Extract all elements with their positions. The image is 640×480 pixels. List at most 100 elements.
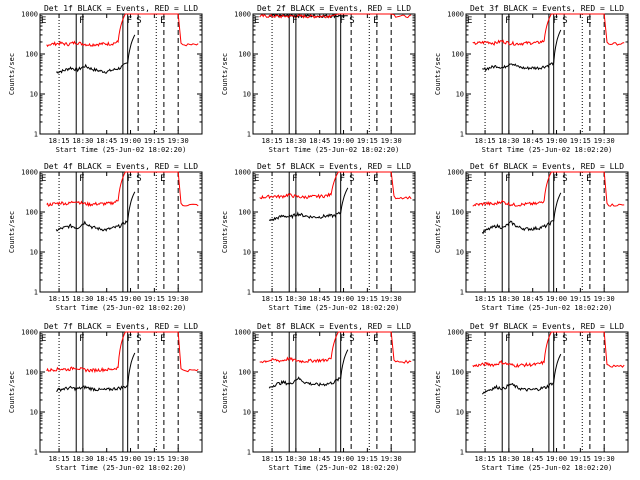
marker-s: S xyxy=(136,174,141,184)
series-line-events xyxy=(55,34,136,74)
marker-s: S xyxy=(562,174,567,184)
y-tick-label: 100 xyxy=(25,209,38,217)
marker-e: E xyxy=(160,16,165,26)
marker-f: F xyxy=(127,334,132,344)
detector-panel-7: Det 7f BLACK = Events, RED = LLD 1 10 100 10… xyxy=(8,322,203,472)
detector-panel-8: Det 8f BLACK = Events, RED = LLD 1 10 100 10… xyxy=(221,322,416,472)
x-tick-label: 19:15 xyxy=(570,137,591,145)
x-axis-label: Start Time (25-Jun-02 18:02:20) xyxy=(269,464,400,472)
x-tick-label: 19:15 xyxy=(570,295,591,303)
x-tick-label: 18:15 xyxy=(475,295,496,303)
marker-s: S xyxy=(136,16,141,26)
x-tick-label: 19:30 xyxy=(594,455,615,463)
y-tick-label: 1 xyxy=(247,131,251,139)
y-tick-label: 1000 xyxy=(234,169,251,177)
marker-f: F xyxy=(553,16,558,26)
x-tick-label: 19:15 xyxy=(357,455,378,463)
x-tick-label: 19:00 xyxy=(120,455,141,463)
detector-panel-5: Det 5f BLACK = Events, RED = LLD 1 10 100 10… xyxy=(221,162,416,312)
marker-f: F xyxy=(553,334,558,344)
series-line-events xyxy=(268,349,349,389)
x-tick-label: 18:45 xyxy=(309,455,330,463)
y-tick-label: 100 xyxy=(451,51,464,59)
x-tick-label: 18:15 xyxy=(262,455,283,463)
marker-f: F xyxy=(292,174,297,184)
plot-frame xyxy=(252,331,416,453)
y-tick-label: 1 xyxy=(460,449,464,457)
x-tick-label: 19:15 xyxy=(144,295,165,303)
x-tick-label: 19:30 xyxy=(381,137,402,145)
marker-s: S xyxy=(562,334,567,344)
marker-e: E xyxy=(254,334,259,344)
x-tick-label: 18:15 xyxy=(262,137,283,145)
y-tick-label: 10 xyxy=(30,249,38,257)
marker-s: S xyxy=(349,174,354,184)
marker-f: F xyxy=(553,174,558,184)
marker-f: F xyxy=(340,174,345,184)
series-line-lld xyxy=(46,171,199,208)
plot-frame xyxy=(465,171,629,293)
marker-f: F xyxy=(79,16,84,26)
panel-title: Det 1f BLACK = Events, RED = LLD xyxy=(44,4,198,13)
marker-e: E xyxy=(467,16,472,26)
marker-f: F xyxy=(340,16,345,26)
x-tick-label: 18:45 xyxy=(96,295,117,303)
marker-e: E xyxy=(467,334,472,344)
y-tick-label: 1 xyxy=(247,289,251,297)
marker-e: E xyxy=(41,174,46,184)
y-axis-label: Counts/sec xyxy=(221,53,229,95)
x-axis-label: Start Time (25-Jun-02 18:02:20) xyxy=(482,464,613,472)
detector-panel-4: Det 4f BLACK = Events, RED = LLD 1 10 100 10… xyxy=(8,162,203,312)
y-tick-label: 1 xyxy=(34,289,38,297)
x-tick-label: 19:30 xyxy=(168,455,189,463)
y-tick-label: 1000 xyxy=(21,329,38,337)
x-tick-label: 19:00 xyxy=(120,137,141,145)
marker-f: F xyxy=(505,334,510,344)
y-tick-label: 10 xyxy=(243,249,251,257)
y-tick-label: 1 xyxy=(34,131,38,139)
x-tick-label: 18:15 xyxy=(49,295,70,303)
x-tick-label: 18:30 xyxy=(72,137,93,145)
y-tick-label: 100 xyxy=(238,209,251,217)
panel-title: Det 6f BLACK = Events, RED = LLD xyxy=(470,162,624,171)
y-tick-label: 100 xyxy=(25,51,38,59)
x-tick-label: 18:30 xyxy=(498,137,519,145)
marker-e: E xyxy=(41,16,46,26)
x-tick-label: 18:15 xyxy=(49,455,70,463)
x-tick-label: 19:30 xyxy=(168,137,189,145)
marker-f: F xyxy=(505,16,510,26)
y-axis-label: Counts/sec xyxy=(434,53,442,95)
y-tick-label: 1 xyxy=(247,449,251,457)
x-tick-label: 19:30 xyxy=(381,455,402,463)
series-line-lld xyxy=(259,171,412,200)
series-line-lld xyxy=(46,13,199,48)
x-tick-label: 18:15 xyxy=(475,137,496,145)
y-tick-label: 100 xyxy=(451,369,464,377)
marker-f: F xyxy=(79,174,84,184)
series-line-lld xyxy=(259,13,412,19)
marker-f: F xyxy=(127,16,132,26)
y-tick-label: 1 xyxy=(460,289,464,297)
y-tick-label: 100 xyxy=(451,209,464,217)
y-tick-label: 1 xyxy=(34,449,38,457)
x-tick-label: 18:30 xyxy=(72,295,93,303)
panel-title: Det 3f BLACK = Events, RED = LLD xyxy=(470,4,624,13)
y-axis-label: Counts/sec xyxy=(8,211,16,253)
x-tick-label: 18:45 xyxy=(96,137,117,145)
x-tick-label: 19:00 xyxy=(120,295,141,303)
panel-title: Det 2f BLACK = Events, RED = LLD xyxy=(257,4,411,13)
y-tick-label: 1000 xyxy=(447,169,464,177)
marker-f: F xyxy=(292,16,297,26)
plot-frame xyxy=(252,171,416,293)
series-line-lld xyxy=(259,331,412,364)
x-axis-label: Start Time (25-Jun-02 18:02:20) xyxy=(269,146,400,154)
x-tick-label: 19:00 xyxy=(333,455,354,463)
marker-e: E xyxy=(160,334,165,344)
x-tick-label: 18:15 xyxy=(475,455,496,463)
detector-panel-6: Det 6f BLACK = Events, RED = LLD 1 10 100 10… xyxy=(434,162,629,312)
y-tick-label: 10 xyxy=(456,249,464,257)
marker-e: E xyxy=(254,174,259,184)
x-tick-label: 18:30 xyxy=(498,295,519,303)
x-tick-label: 19:30 xyxy=(381,295,402,303)
x-tick-label: 19:30 xyxy=(594,137,615,145)
